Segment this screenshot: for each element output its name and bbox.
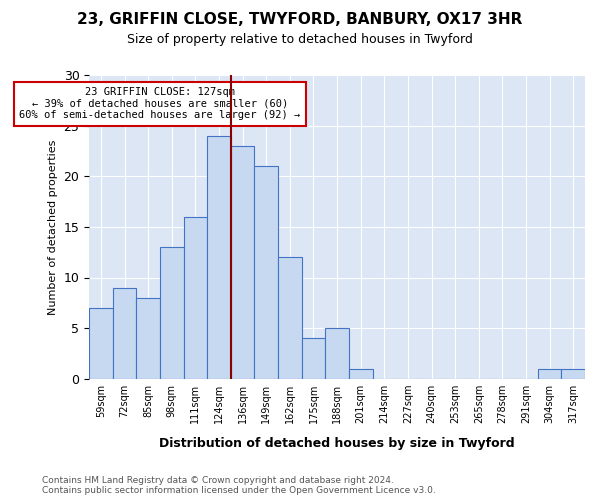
Bar: [302, 338, 325, 379]
Bar: [184, 217, 207, 379]
Bar: [160, 247, 184, 379]
Text: 23 GRIFFIN CLOSE: 127sqm
← 39% of detached houses are smaller (60)
60% of semi-d: 23 GRIFFIN CLOSE: 127sqm ← 39% of detach…: [19, 87, 301, 120]
Bar: [278, 257, 302, 379]
Bar: [113, 288, 136, 379]
Bar: [562, 368, 585, 379]
Text: Contains HM Land Registry data © Crown copyright and database right 2024.
Contai: Contains HM Land Registry data © Crown c…: [42, 476, 436, 495]
X-axis label: Distribution of detached houses by size in Twyford: Distribution of detached houses by size …: [159, 437, 515, 450]
Text: Size of property relative to detached houses in Twyford: Size of property relative to detached ho…: [127, 32, 473, 46]
Bar: [349, 368, 373, 379]
Bar: [207, 136, 231, 379]
Bar: [231, 146, 254, 379]
Text: 23, GRIFFIN CLOSE, TWYFORD, BANBURY, OX17 3HR: 23, GRIFFIN CLOSE, TWYFORD, BANBURY, OX1…: [77, 12, 523, 28]
Bar: [254, 166, 278, 379]
Y-axis label: Number of detached properties: Number of detached properties: [48, 139, 58, 314]
Bar: [325, 328, 349, 379]
Bar: [89, 308, 113, 379]
Bar: [136, 298, 160, 379]
Bar: [538, 368, 562, 379]
